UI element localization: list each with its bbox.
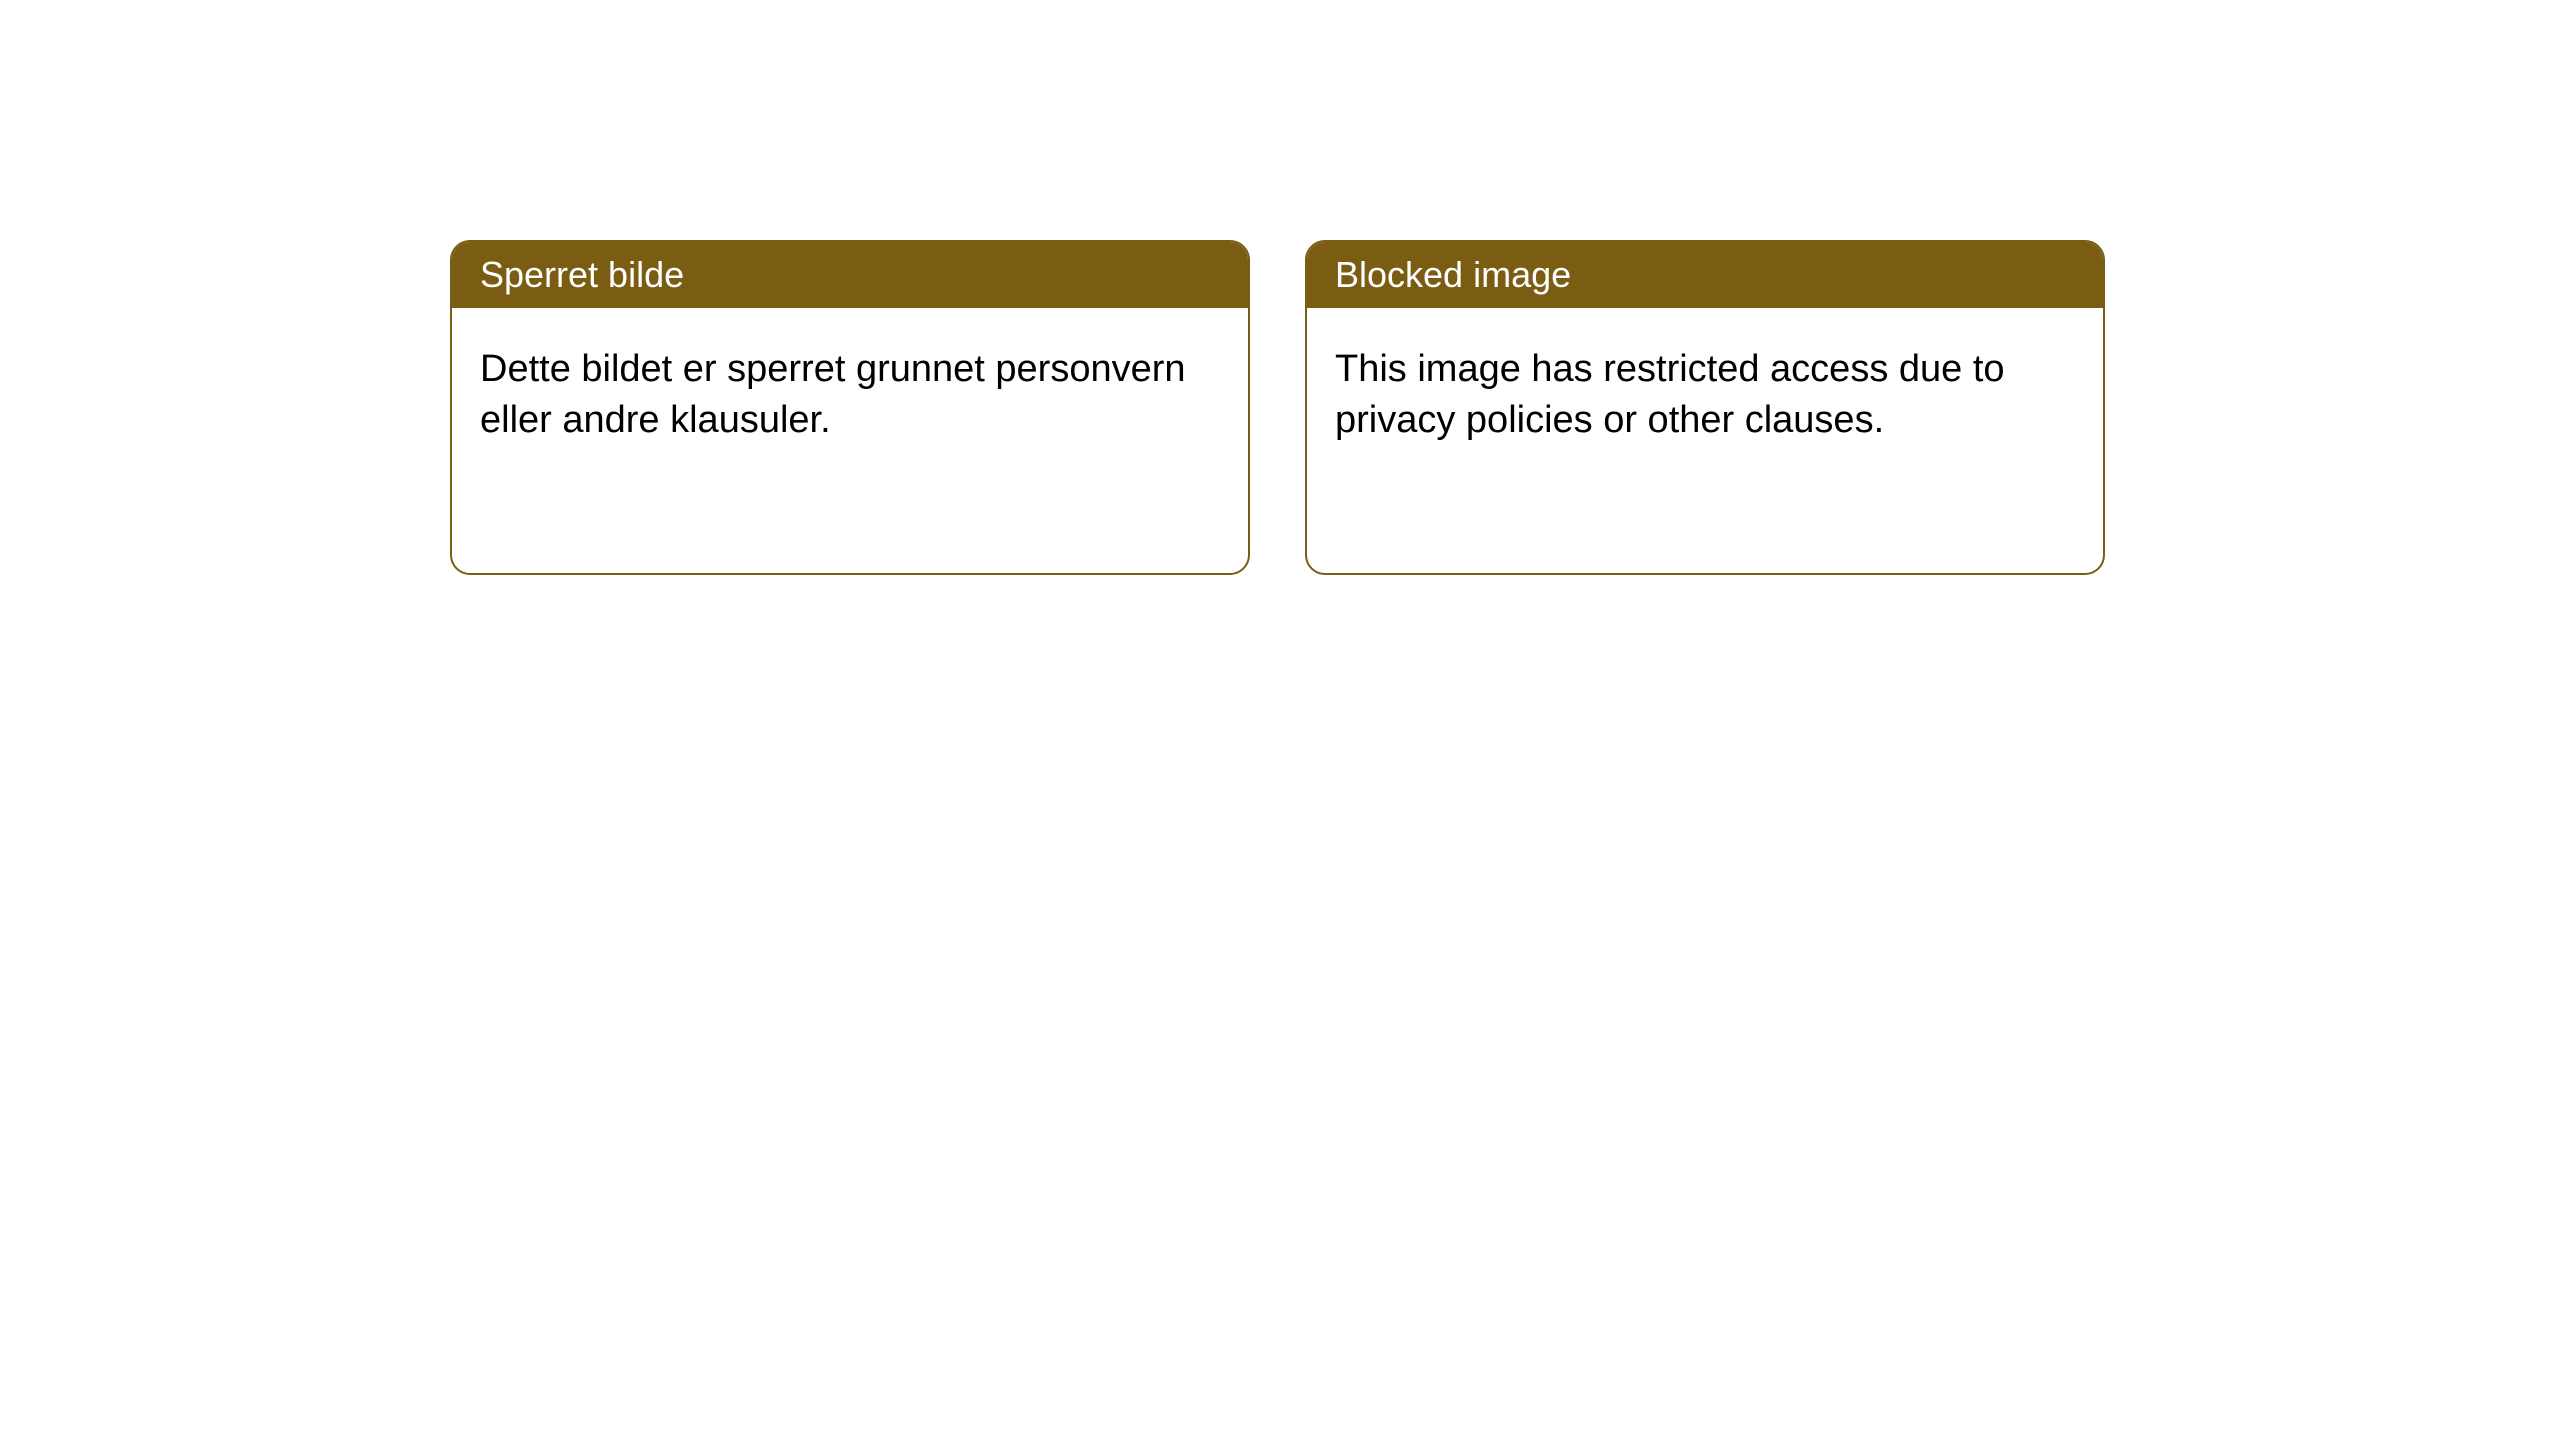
notice-card-english: Blocked image This image has restricted … — [1305, 240, 2105, 575]
card-body-text: Dette bildet er sperret grunnet personve… — [480, 348, 1186, 441]
card-body-text: This image has restricted access due to … — [1335, 348, 2005, 441]
notice-container: Sperret bilde Dette bildet er sperret gr… — [0, 0, 2560, 575]
card-title: Sperret bilde — [480, 254, 684, 295]
card-body: Dette bildet er sperret grunnet personve… — [452, 308, 1248, 483]
notice-card-norwegian: Sperret bilde Dette bildet er sperret gr… — [450, 240, 1250, 575]
card-header: Sperret bilde — [452, 242, 1248, 308]
card-body: This image has restricted access due to … — [1307, 308, 2103, 483]
card-title: Blocked image — [1335, 254, 1571, 295]
card-header: Blocked image — [1307, 242, 2103, 308]
